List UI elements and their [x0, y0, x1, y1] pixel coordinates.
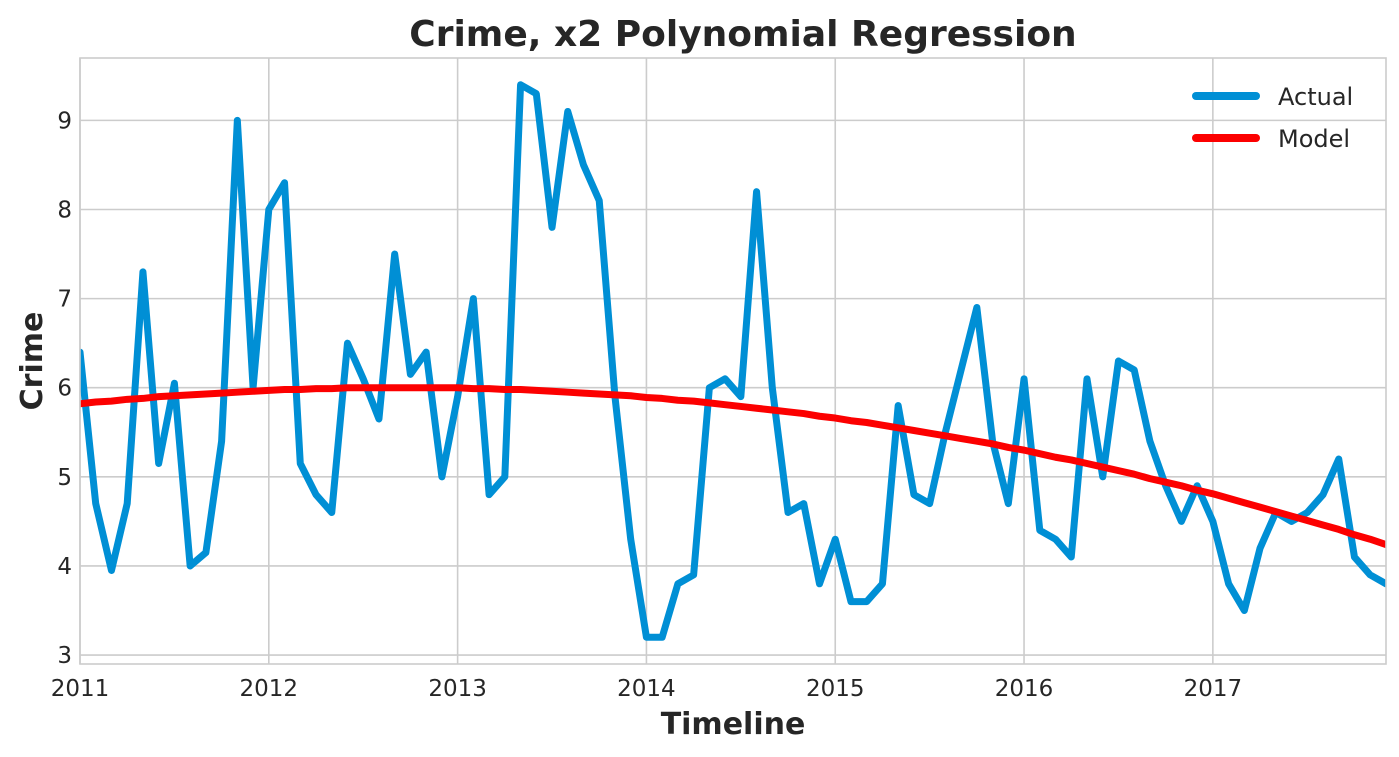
- y-tick-label: 9: [57, 108, 72, 134]
- series-line-model: [80, 384, 1386, 549]
- series-layer: [80, 81, 1386, 641]
- series-line-actual: [80, 81, 1386, 641]
- x-tick-label: 2015: [806, 676, 865, 702]
- x-tick-labels: 2011 2012 2013 2014 2015 2016 2017: [51, 676, 1242, 702]
- x-tick-label: 2011: [51, 676, 110, 702]
- y-axis-label: Crime: [15, 312, 50, 411]
- y-tick-label: 7: [57, 287, 72, 313]
- x-tick-label: 2013: [428, 676, 487, 702]
- y-tick-label: 4: [57, 554, 72, 580]
- y-tick-label: 8: [57, 198, 72, 224]
- x-tick-label: 2017: [1184, 676, 1243, 702]
- x-tick-label: 2016: [995, 676, 1054, 702]
- y-tick-labels: 3 4 5 6 7 8 9: [57, 108, 72, 669]
- y-tick-label: 5: [57, 465, 72, 491]
- legend: Actual Model: [1192, 83, 1353, 153]
- legend-label-actual: Actual: [1278, 83, 1353, 111]
- x-axis-label: Timeline: [661, 707, 806, 742]
- y-tick-label: 3: [57, 643, 72, 669]
- x-tick-label: 2012: [240, 676, 299, 702]
- x-gridlines: [79, 58, 1214, 664]
- y-tick-label: 6: [57, 376, 72, 402]
- chart-title: Crime, x2 Polynomial Regression: [409, 14, 1076, 55]
- legend-label-model: Model: [1278, 125, 1350, 153]
- plot-frame: [79, 57, 1387, 665]
- x-tick-label: 2014: [617, 676, 676, 702]
